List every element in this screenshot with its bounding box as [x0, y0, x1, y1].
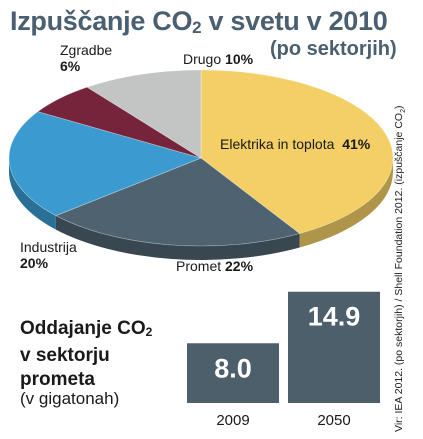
- slice-label-elektrika: Elektrika in toplota 41%: [220, 136, 371, 152]
- bar-value-label: 14.9: [308, 302, 361, 332]
- slice-label-industrija: Industrija 20%: [20, 239, 77, 271]
- pie-side-promet: [55, 215, 300, 260]
- bar-2050: [288, 291, 380, 403]
- pie-side-industrija: [9, 158, 56, 230]
- slice-label-zgradbe: Zgradbe 6%: [60, 42, 113, 74]
- pie-slice-drugo: [86, 69, 202, 159]
- bar-chart: 8.0 2009 14.9 2050: [187, 291, 380, 429]
- pie-slice-zgradbe: [36, 86, 202, 159]
- bar-category-label: 2009: [216, 412, 249, 429]
- source-note: Vir: IEA 2012. (po sektorjih) / Shell Fo…: [393, 105, 408, 432]
- bar-chart-title: Oddajanje CO2 v sektorju prometa: [20, 318, 153, 390]
- slice-label-promet: Promet 22%: [176, 258, 254, 274]
- pie-slice-elektrika: [200, 69, 394, 234]
- bar-chart-unit: (v gigatonah): [20, 389, 120, 408]
- pie-chart: [8, 69, 394, 260]
- pie-slice-industrija: [8, 111, 203, 217]
- chart-subtitle: (po sektorjih): [270, 38, 397, 60]
- bar-2009: [187, 343, 279, 403]
- pie-side-elektrika: [299, 158, 393, 248]
- slice-label-drugo: Drugo 10%: [183, 51, 254, 67]
- pie-slice-promet: [54, 157, 301, 247]
- transport-emissions-panel: Oddajanje CO2 v sektorju prometa (v giga…: [0, 280, 390, 439]
- chart-title: Izpuščanje CO2 v svetu v 2010: [10, 6, 388, 37]
- bar-value-label: 8.0: [214, 353, 252, 383]
- bar-category-label: 2050: [317, 412, 350, 429]
